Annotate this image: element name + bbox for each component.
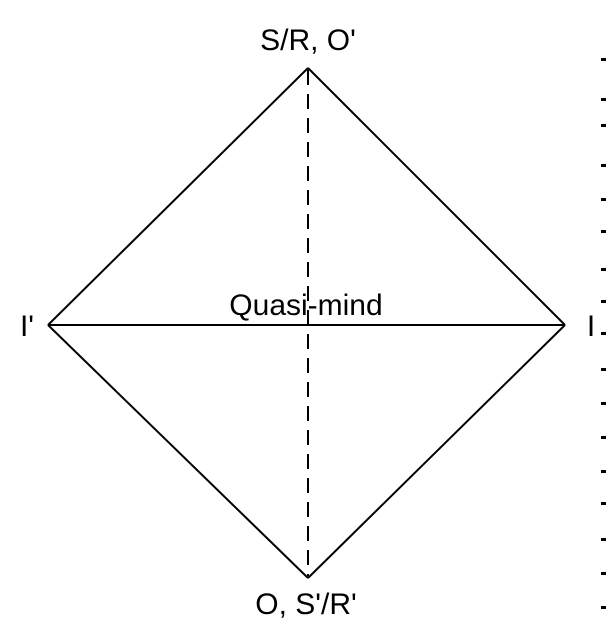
- right-edge-text-fragments: [594, 0, 610, 644]
- label-top: S/R, O': [260, 24, 356, 57]
- edge-fragment: [601, 470, 606, 473]
- label-bottom: O, S'/R': [255, 588, 356, 621]
- edge-fragment: [601, 572, 606, 575]
- edge-top-right: [307, 67, 566, 326]
- edge-fragment: [601, 332, 606, 335]
- edge-fragment: [601, 402, 606, 405]
- edge-fragment: [601, 230, 606, 233]
- edge-fragment: [601, 436, 606, 439]
- edge-fragment: [601, 368, 606, 371]
- edge-fragment: [601, 124, 606, 127]
- edge-bottom-left: [47, 324, 309, 579]
- edge-fragment: [601, 58, 606, 61]
- edge-fragment: [601, 300, 606, 303]
- edge-fragment: [601, 164, 606, 167]
- edge-fragment: [601, 268, 606, 271]
- label-center: Quasi-mind: [229, 289, 382, 322]
- edge-bottom-right: [307, 324, 566, 579]
- edge-fragment: [601, 606, 606, 609]
- edge-fragment: [601, 98, 606, 101]
- edge-fragment: [601, 502, 606, 505]
- edge-fragment: [601, 538, 606, 541]
- label-left: I': [20, 310, 34, 343]
- edge-fragment: [601, 198, 606, 201]
- edge-top-left: [47, 67, 309, 326]
- label-right: I: [587, 310, 595, 343]
